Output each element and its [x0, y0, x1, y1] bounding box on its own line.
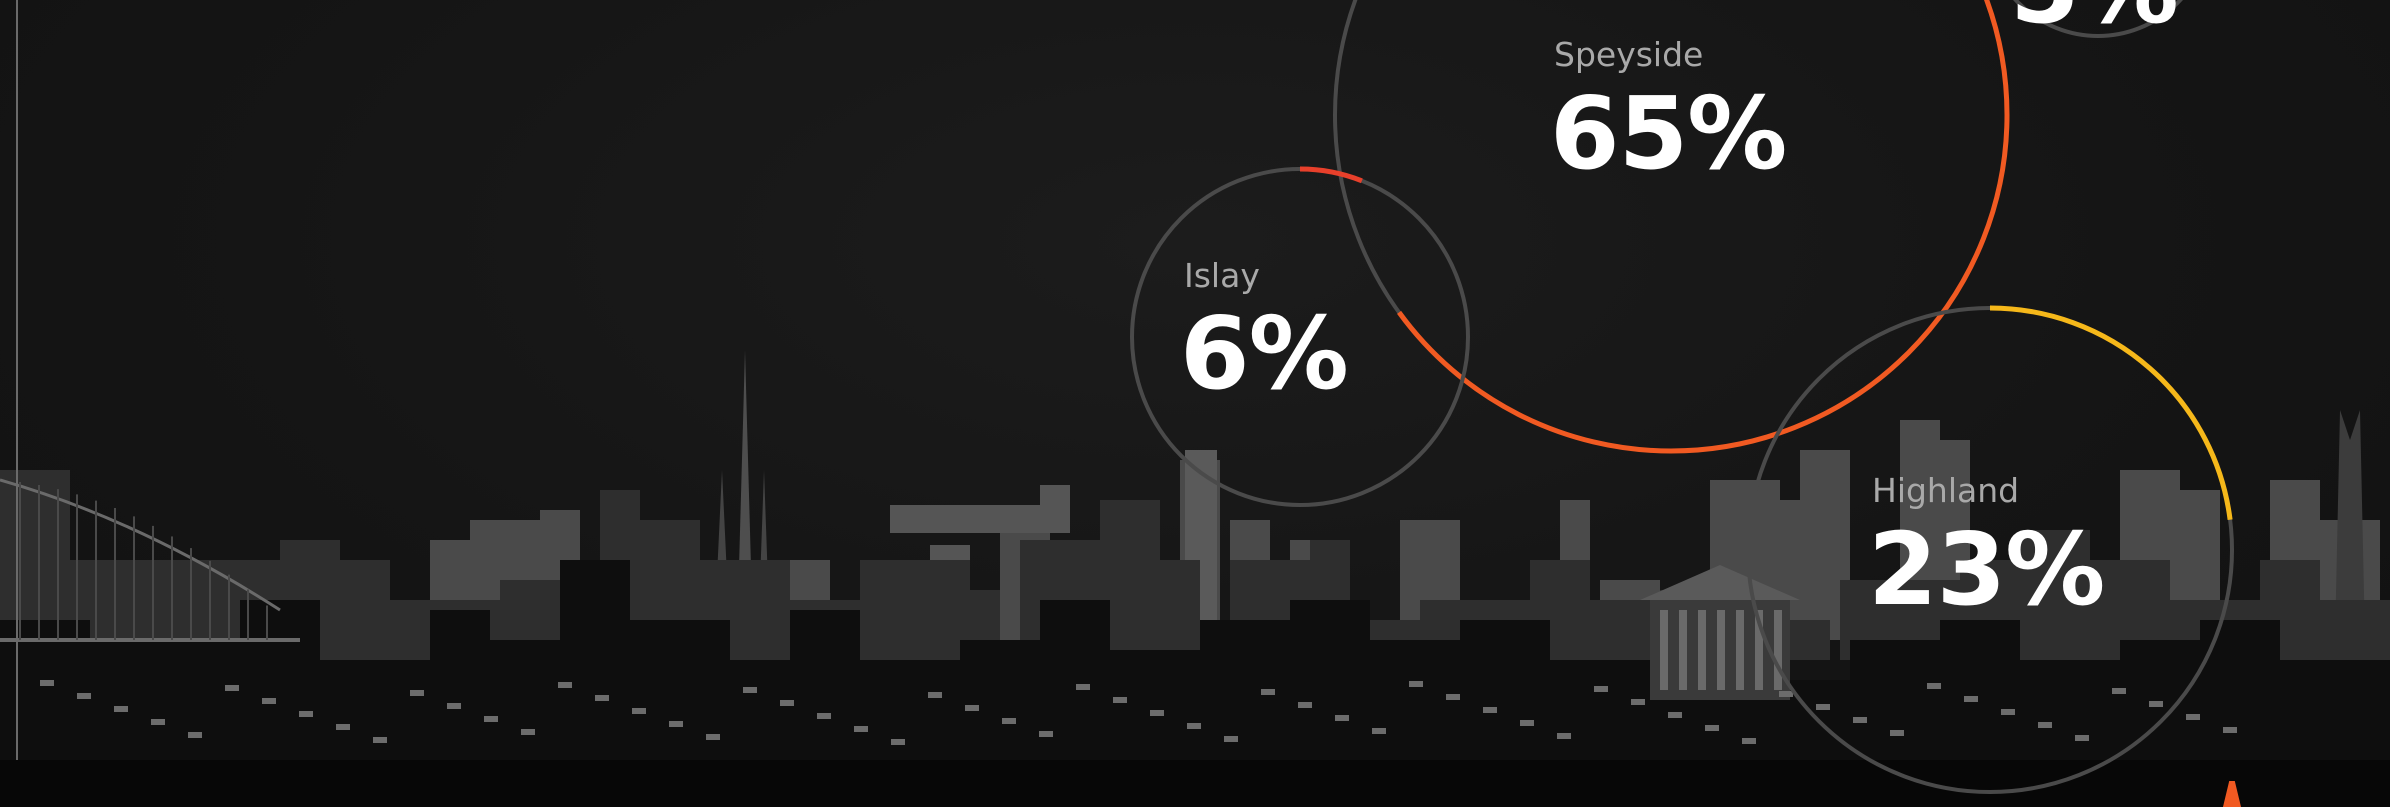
- skyline-buildings: [0, 350, 2390, 807]
- bubble-islay: [1129, 166, 1471, 508]
- region-value-highland: 23%: [1868, 511, 2105, 628]
- bubble-track: [2013, 0, 2183, 38]
- bubble-top-right: [1983, 0, 2213, 39]
- region-value-speyside: 65%: [1550, 75, 1787, 192]
- region-label-islay: Islay: [1184, 256, 1260, 295]
- bubble-arc: [1332, 0, 2010, 454]
- region-label-speyside: Speyside: [1554, 35, 1704, 74]
- region-value-islay: 6%: [1180, 295, 1349, 412]
- orange-marker-icon: [2222, 781, 2242, 807]
- bubble-arc: [1745, 305, 2235, 795]
- left-border-line: [16, 0, 18, 760]
- bubble-highland: [1745, 305, 2235, 795]
- bubble-speyside: [1332, 0, 2010, 454]
- region-value-top-right: 5%: [2010, 0, 2179, 38]
- bubble-arc: [1129, 166, 1471, 508]
- region-label-highland: Highland: [1872, 471, 2020, 510]
